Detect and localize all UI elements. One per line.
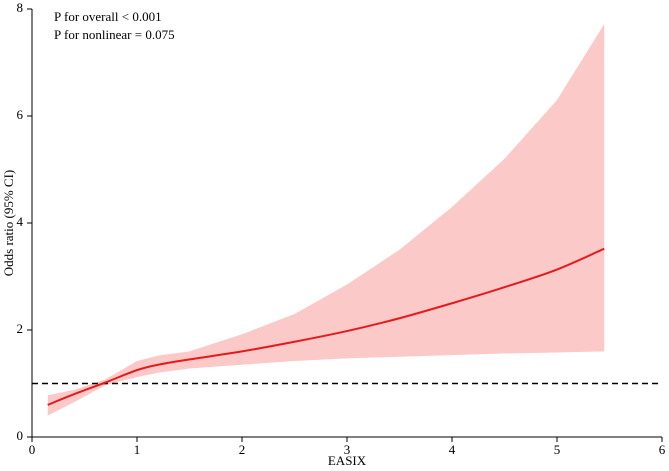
x-axis-label: EASIX [328, 453, 367, 468]
x-tick-label: 6 [659, 442, 666, 457]
y-tick-label: 2 [17, 321, 24, 336]
x-tick-label: 0 [29, 442, 36, 457]
spline-line [47, 247, 605, 406]
x-tick-label: 4 [449, 442, 456, 457]
x-tick-label: 3 [344, 442, 351, 457]
y-tick-label: 0 [17, 428, 24, 443]
ci-band [47, 23, 605, 416]
y-tick-label: 6 [17, 107, 24, 122]
x-tick-label: 1 [134, 442, 141, 457]
annotation: P for overall < 0.001 [54, 9, 162, 24]
x-tick-label: 5 [554, 442, 561, 457]
y-tick-label: 8 [17, 0, 24, 15]
annotation: P for nonlinear = 0.075 [54, 27, 175, 42]
y-tick-label: 4 [17, 214, 24, 229]
x-tick-label: 2 [239, 442, 246, 457]
y-axis-label: Odds ratio (95% CI) [1, 170, 16, 277]
